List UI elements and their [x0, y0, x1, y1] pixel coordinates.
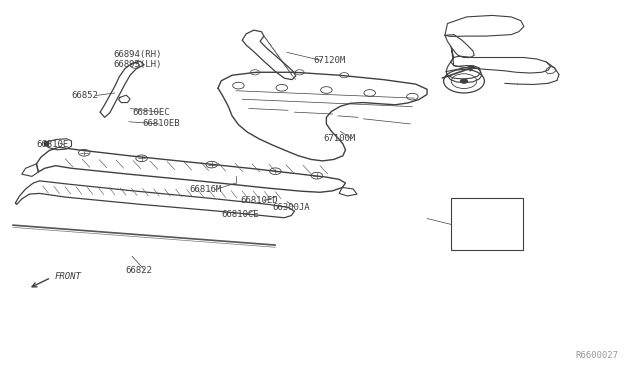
FancyBboxPatch shape	[451, 198, 523, 250]
Text: 67120M: 67120M	[314, 56, 346, 65]
Text: FRONT: FRONT	[54, 272, 81, 281]
Text: 66822: 66822	[125, 266, 152, 275]
Text: 66810E: 66810E	[36, 140, 68, 149]
Text: 67100M: 67100M	[323, 134, 355, 143]
Text: 66810EC: 66810EC	[132, 108, 170, 117]
Text: 66300JA: 66300JA	[272, 202, 310, 212]
Text: A/T ONLY: A/T ONLY	[461, 201, 504, 210]
Text: 66852: 66852	[72, 91, 99, 100]
Text: 66894(RH): 66894(RH)	[113, 51, 161, 60]
Text: R6600027: R6600027	[575, 350, 618, 360]
Circle shape	[460, 79, 468, 83]
Text: 66810EB: 66810EB	[143, 119, 180, 128]
Text: 66300H: 66300H	[461, 230, 493, 239]
Text: 66810CE: 66810CE	[221, 210, 259, 219]
Text: 66816M: 66816M	[189, 185, 221, 194]
Circle shape	[479, 228, 484, 231]
Text: 66810ED: 66810ED	[241, 196, 278, 205]
Text: HOLE PLUG: HOLE PLUG	[460, 238, 509, 247]
Text: 66895(LH): 66895(LH)	[113, 60, 161, 69]
